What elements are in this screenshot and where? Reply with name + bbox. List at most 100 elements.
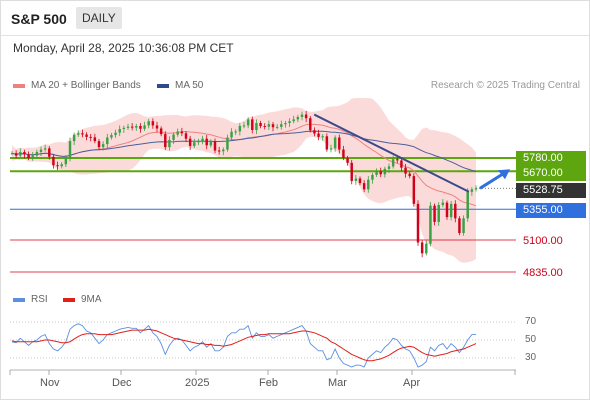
candle-body [304, 114, 308, 119]
candle-body [10, 153, 14, 155]
candle-body [48, 148, 51, 157]
candle-body [267, 124, 271, 127]
candle-body [317, 133, 320, 137]
candle-body [114, 132, 117, 136]
legend-9ma: 9MA [63, 294, 102, 305]
legend-swatch-9ma [63, 297, 75, 302]
candle-body [375, 171, 378, 175]
candle-body [143, 125, 146, 129]
symbol-title: S&P 500 [11, 11, 67, 27]
candle-body [27, 154, 30, 158]
candle-body [19, 151, 22, 156]
timeframe-badge[interactable]: DAILY [76, 7, 122, 29]
candle-body [56, 165, 59, 167]
rsi-9ma-line [11, 328, 477, 362]
candle-body [263, 126, 266, 128]
candle-body [43, 148, 47, 150]
candle-body [139, 126, 142, 129]
candle-body [412, 176, 416, 204]
candle-body [433, 205, 436, 222]
legend-label-9ma: 9MA [81, 294, 102, 305]
ma50-line [11, 130, 477, 172]
candle-body [238, 126, 242, 132]
legend-label-ma50: MA 50 [175, 80, 204, 91]
candle-body [155, 125, 159, 129]
level-label-r2: 5780.00 [516, 151, 586, 166]
candle-body [72, 134, 76, 142]
rsi-tick-30: 30 [525, 352, 537, 363]
month-label-dec: Dec [112, 377, 132, 389]
candle-body [342, 149, 345, 158]
candle-body [118, 129, 121, 133]
candle-body [85, 134, 88, 137]
rsi-line [11, 323, 476, 368]
legend-swatch-ma50 [157, 83, 169, 88]
candle-body [371, 174, 374, 180]
month-label-apr: Apr [403, 377, 421, 389]
candle-body [64, 158, 68, 165]
candle-body [367, 179, 370, 190]
candle-body [296, 116, 300, 120]
candle-body [35, 151, 39, 156]
candle-body [242, 125, 246, 127]
candle-body [159, 128, 163, 135]
candle-body [209, 141, 213, 146]
candle-body [329, 148, 333, 150]
candle-body [23, 151, 26, 155]
legend-swatch-rsi [13, 297, 25, 302]
candle-body [400, 160, 403, 168]
candle-body [425, 243, 428, 254]
candle-body [226, 137, 229, 150]
legend-label-ma20: MA 20 + Bollinger Bands [31, 80, 141, 91]
candle-body [462, 218, 465, 234]
candle-body [81, 133, 84, 135]
candle-body [122, 127, 126, 130]
target-arrow-head [498, 169, 510, 180]
candle-body [106, 137, 109, 145]
rsi-tick-70: 70 [525, 316, 537, 327]
candle-body [429, 205, 432, 244]
trend-line [313, 113, 470, 193]
candle-body [259, 123, 262, 127]
month-label-2025: 2025 [185, 377, 210, 389]
month-label-mar: Mar [328, 377, 347, 389]
candle-body [325, 136, 329, 150]
candle-body [230, 131, 233, 138]
candle-body [205, 138, 208, 146]
candle-body [321, 136, 324, 138]
bollinger-band-area [12, 98, 476, 263]
level-label-r1: 5670.00 [516, 166, 586, 181]
candle-body [420, 242, 424, 254]
legend-swatch-ma20 [13, 83, 25, 88]
candle-body [60, 164, 63, 167]
candle-body [474, 188, 478, 190]
legend-ma50: MA 50 [157, 80, 203, 91]
level-label-pivot: 5355.00 [516, 203, 586, 218]
candle-body [408, 173, 411, 177]
candle-body [151, 121, 155, 126]
candle-body [110, 135, 113, 138]
level-label-last: 5528.75 [516, 183, 586, 198]
month-label-nov: Nov [40, 377, 60, 389]
candle-body [147, 121, 150, 126]
candle-body [52, 156, 55, 166]
candle-body [255, 123, 258, 131]
candle-body [416, 203, 420, 243]
candle-body [89, 136, 92, 138]
candle-body [246, 119, 250, 126]
candle-body [387, 166, 391, 169]
candle-body [39, 149, 43, 152]
candle-body [358, 178, 362, 184]
candle-body [338, 137, 341, 150]
candle-body [313, 130, 316, 134]
candle-body [300, 114, 304, 117]
level-label-s2: 4835.00 [523, 267, 563, 279]
candle-body [280, 124, 283, 127]
candle-body [391, 159, 395, 167]
research-credit: Research © 2025 Trading Central [430, 80, 580, 91]
candle-body [251, 119, 254, 131]
rsi-tick-50: 50 [525, 334, 537, 345]
candle-body [333, 137, 337, 149]
candle-body [292, 119, 295, 122]
